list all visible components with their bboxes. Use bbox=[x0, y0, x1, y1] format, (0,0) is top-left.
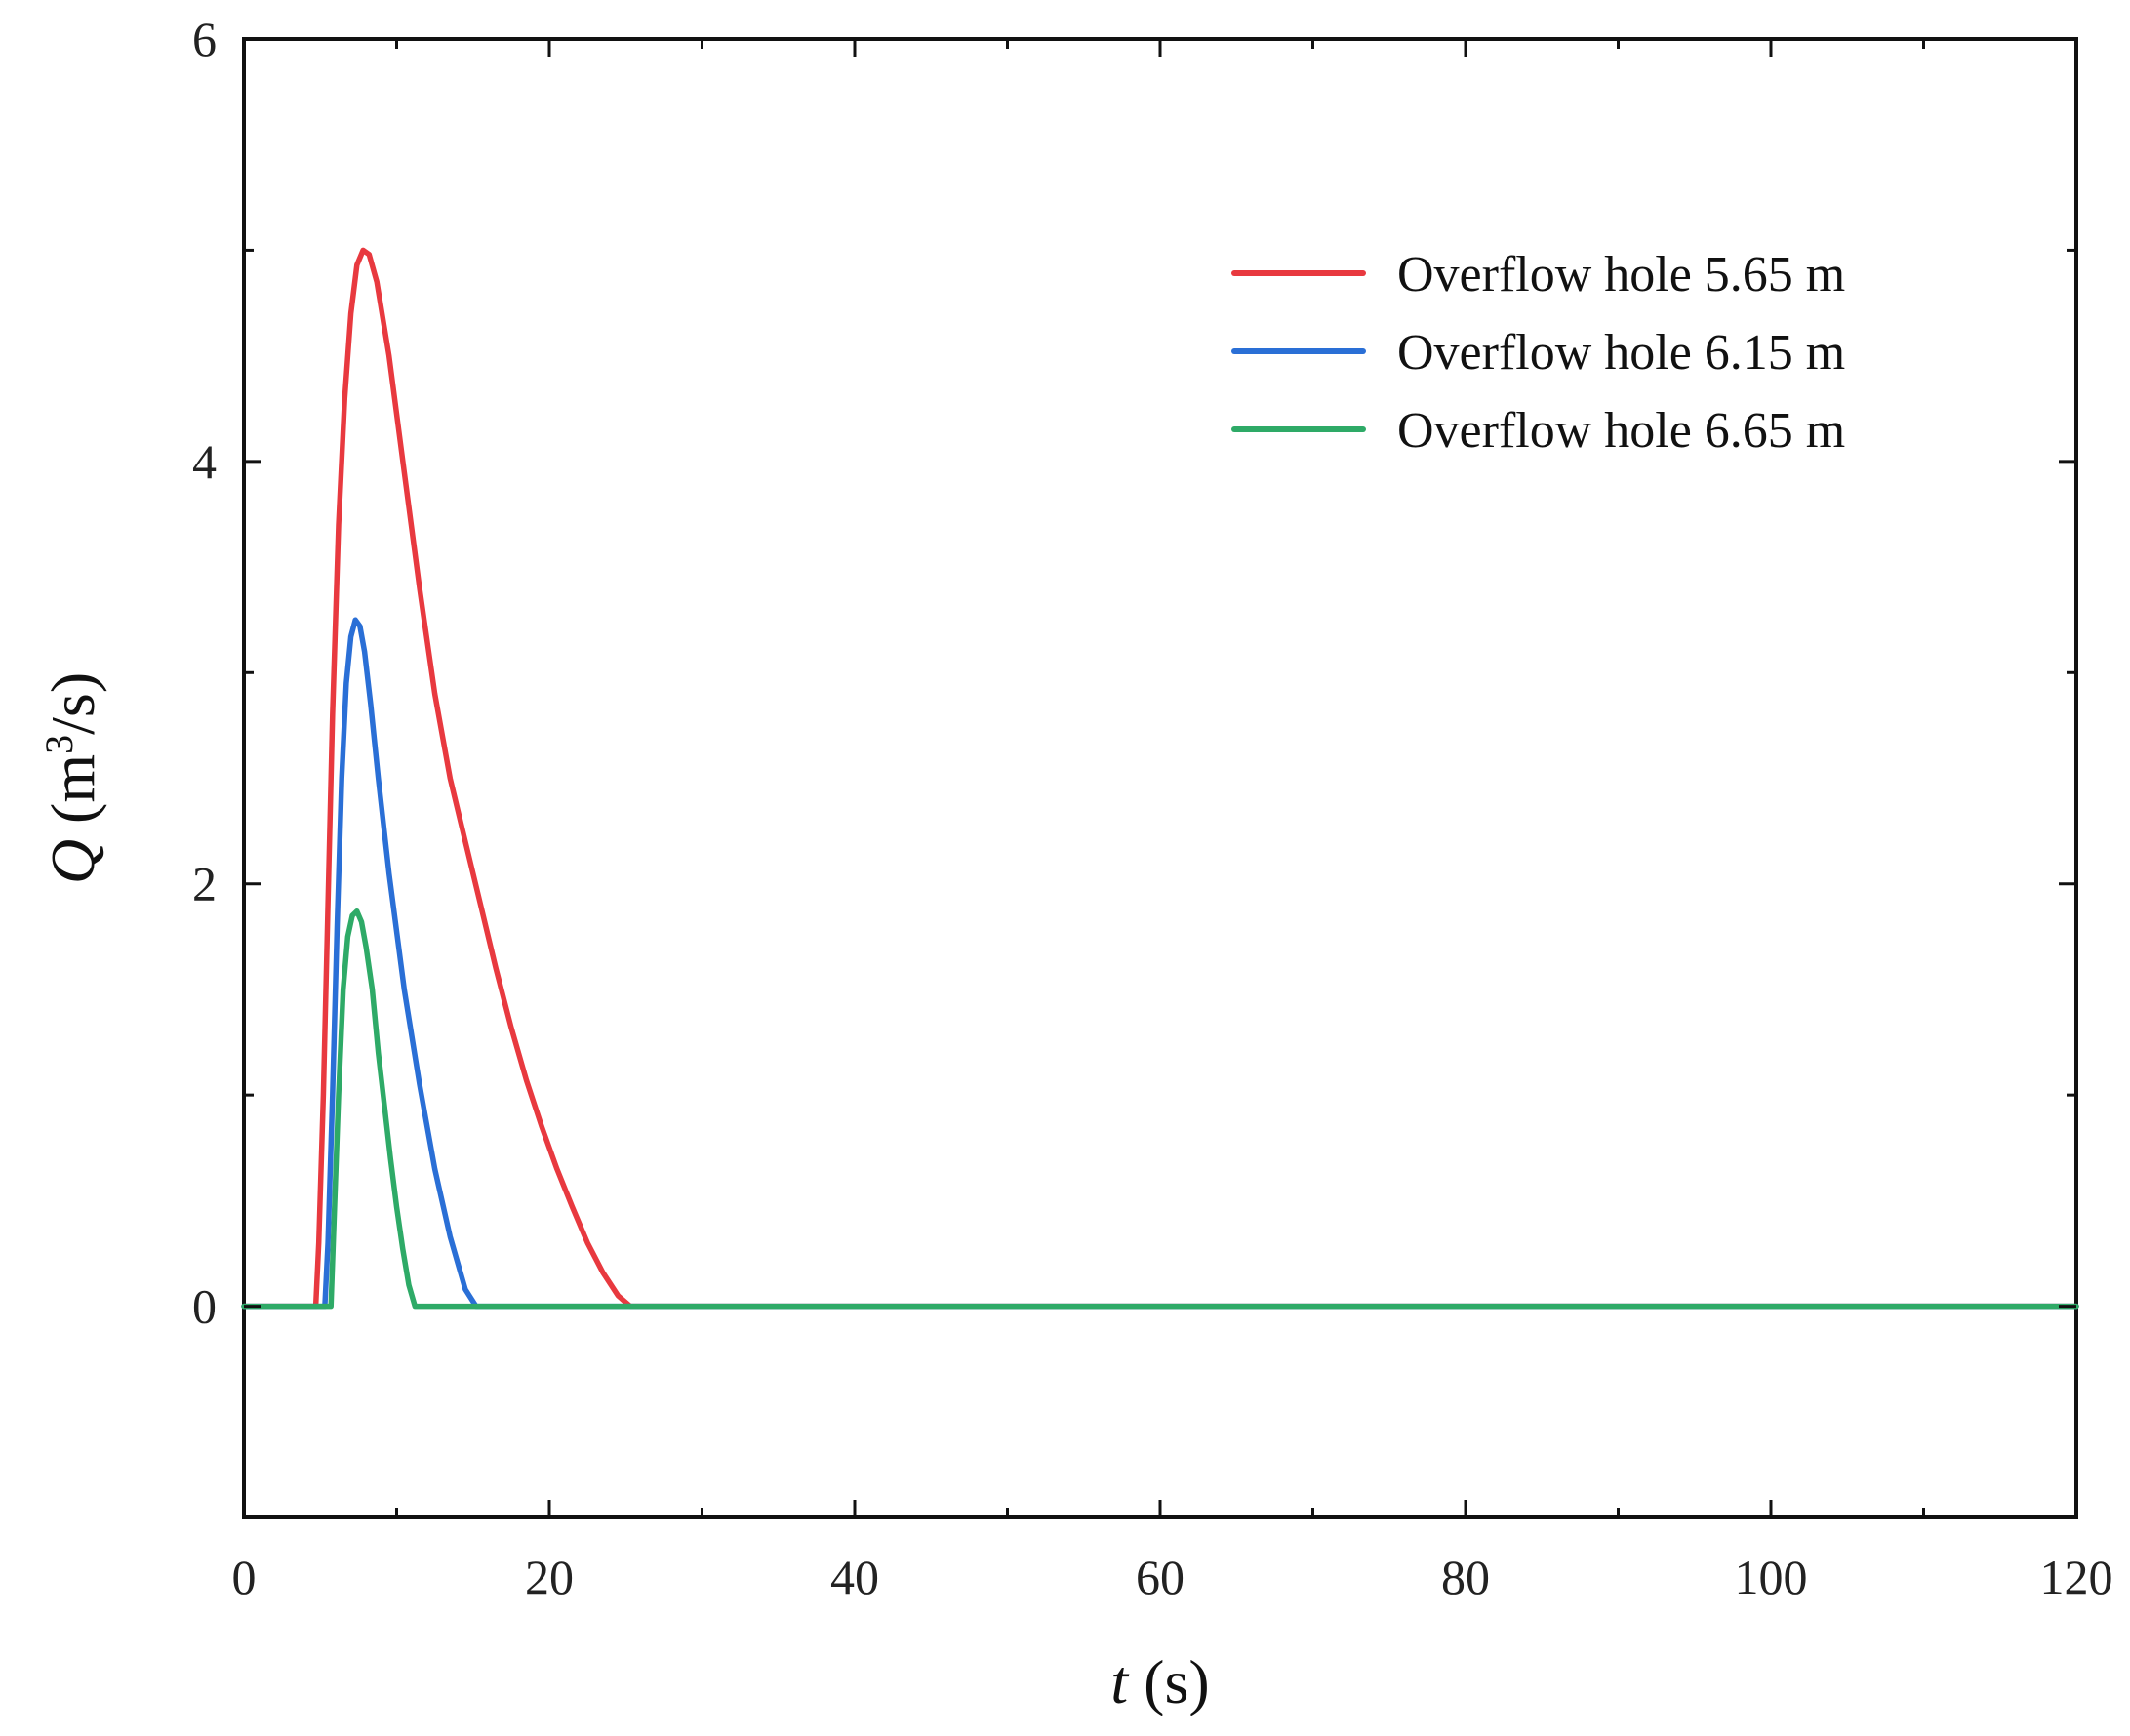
y-axis-title: Q (m3/s) bbox=[37, 672, 108, 884]
legend-label-3: Overflow hole 6.65 m bbox=[1397, 403, 1845, 459]
legend: Overflow hole 5.65 m Overflow hole 6.15 m… bbox=[1231, 247, 1845, 459]
x-tick-label: 20 bbox=[525, 1550, 574, 1604]
plot-area bbox=[241, 37, 2079, 1519]
y-axis-unit-superscript: 3 bbox=[37, 735, 81, 754]
y-tick-labels: 0 2 4 6 bbox=[192, 12, 217, 1334]
legend-label-1: Overflow hole 5.65 m bbox=[1397, 247, 1845, 303]
series-line-3 bbox=[241, 908, 2079, 1310]
x-tick-label: 60 bbox=[1136, 1550, 1185, 1604]
x-axis-space bbox=[1128, 1647, 1144, 1716]
series-lines bbox=[241, 247, 2079, 1310]
x-axis-unit: (s) bbox=[1144, 1647, 1210, 1716]
series-line-2 bbox=[241, 617, 2079, 1310]
x-tick-label: 80 bbox=[1441, 1550, 1490, 1604]
y-tick-label: 6 bbox=[192, 12, 217, 66]
y-tick-label: 2 bbox=[192, 857, 217, 911]
y-axis-space bbox=[38, 824, 107, 839]
axis-ticks bbox=[244, 39, 2076, 1517]
x-axis-symbol: t bbox=[1110, 1647, 1130, 1716]
y-tick-label: 0 bbox=[192, 1279, 217, 1334]
x-tick-label: 0 bbox=[232, 1550, 257, 1604]
x-tick-label: 40 bbox=[830, 1550, 879, 1604]
y-tick-label: 4 bbox=[192, 434, 217, 489]
x-axis-title: t (s) bbox=[1110, 1647, 1209, 1716]
x-tick-labels: 0 20 40 60 80 100 120 bbox=[232, 1550, 2113, 1604]
x-tick-label: 100 bbox=[1735, 1550, 1808, 1604]
y-axis-symbol: Q bbox=[38, 839, 107, 884]
legend-label-2: Overflow hole 6.15 m bbox=[1397, 325, 1845, 381]
y-axis-unit-close: /s) bbox=[38, 672, 107, 735]
series-line-1 bbox=[241, 247, 2079, 1310]
y-axis-unit-open: (m bbox=[38, 754, 107, 824]
x-tick-label: 120 bbox=[2040, 1550, 2113, 1604]
